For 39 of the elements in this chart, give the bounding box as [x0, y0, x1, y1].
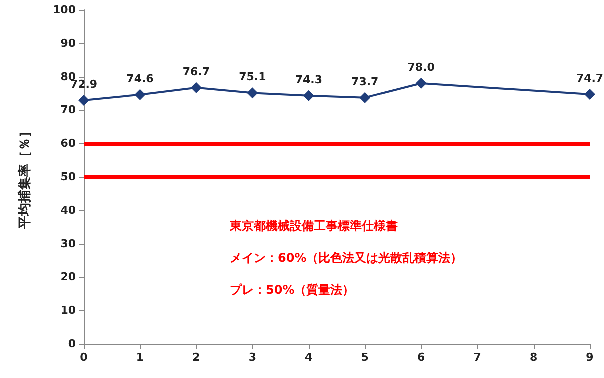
data-label: 74.3 [295, 73, 322, 86]
point [190, 82, 202, 94]
y-tick-label: 0 [68, 338, 76, 350]
y-tick-label: 70 [60, 104, 76, 117]
point [584, 89, 596, 100]
data-label: 74.7 [576, 72, 604, 85]
y-tick-label: 20 [60, 270, 76, 284]
x-tick-label: 1 [136, 351, 144, 364]
y-tick-label: 90 [60, 36, 76, 50]
x-tick-label: 4 [305, 351, 314, 364]
data-label: 74.6 [126, 72, 154, 86]
annotation: メイン：60%（比色法又は光散乱積算法） [230, 251, 463, 265]
point [303, 90, 314, 102]
x-tick-label: 5 [361, 351, 369, 364]
point [247, 88, 258, 99]
annotation: プレ：50%（質量法） [230, 283, 355, 297]
x-tick-label: 2 [192, 351, 200, 364]
y-tick-label: 60 [60, 137, 76, 150]
point [360, 92, 371, 104]
x-tick-label: 7 [474, 351, 482, 364]
y-tick-label: 30 [60, 237, 76, 250]
data-label: 78.0 [408, 60, 436, 74]
y-axis-title: 平均捕集率［％］ [17, 125, 33, 230]
y-tick-label: 50 [60, 170, 76, 184]
y-tick-label: 10 [60, 304, 76, 318]
x-tick-label: 3 [248, 351, 256, 364]
data-label: 75.1 [239, 70, 266, 84]
point [78, 95, 90, 106]
x-tick-label: 0 [80, 351, 88, 364]
y-tick-label: 100 [53, 4, 76, 16]
point [416, 78, 427, 89]
x-tick-label: 9 [586, 351, 594, 364]
point [134, 89, 146, 100]
annotation: 東京都機械設備工事標準仕様書 [229, 219, 398, 233]
x-tick-label: 8 [530, 351, 538, 364]
data-label: 76.7 [182, 65, 210, 78]
y-tick-label: 40 [60, 204, 76, 217]
data-label: 73.7 [352, 75, 379, 88]
x-tick-label: 6 [418, 351, 426, 364]
